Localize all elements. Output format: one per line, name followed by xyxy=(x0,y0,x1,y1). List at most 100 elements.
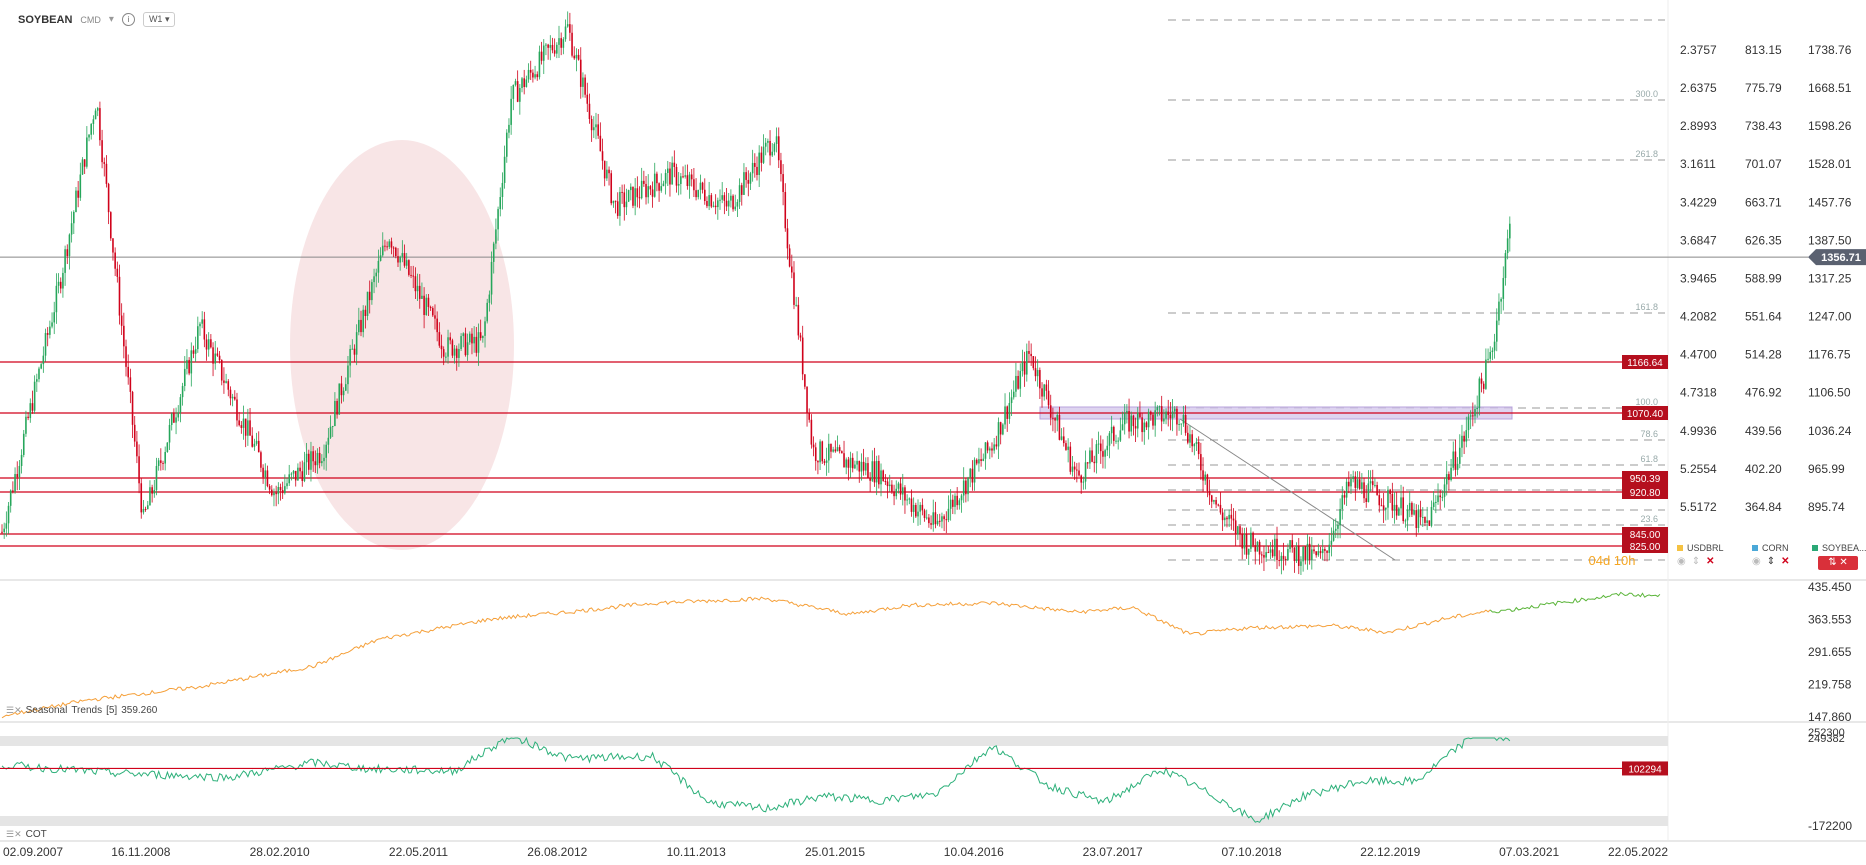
price-candle-body xyxy=(551,44,554,51)
menu-icon[interactable]: ☰✕ xyxy=(6,705,22,715)
price-candle-body xyxy=(1132,415,1135,427)
price-candle-body xyxy=(930,523,932,525)
price-candle-body xyxy=(1448,474,1450,481)
remove-series-button[interactable]: ⇅ ✕ xyxy=(1818,556,1858,570)
y-tick-label: 1106.50 xyxy=(1808,386,1851,400)
y-secondary-tick-label: 775.79 xyxy=(1745,81,1782,95)
fibonacci-level-label: 161.8 xyxy=(1635,302,1658,312)
legend-item-soybean[interactable]: SOYBEA... xyxy=(1812,543,1866,553)
price-candle-body xyxy=(965,480,967,495)
timeframe-label: W1 xyxy=(148,14,163,24)
price-candle-body xyxy=(1252,532,1254,546)
legend-label: CORN xyxy=(1762,543,1789,553)
price-candle-body xyxy=(33,381,36,411)
price-candle-body xyxy=(1343,495,1346,498)
price-candle-body xyxy=(312,451,314,462)
menu-icon[interactable]: ☰✕ xyxy=(6,829,22,839)
price-candle-body xyxy=(155,465,158,490)
legend-item-usdbrl[interactable]: USDBRL ◉ ⇕ ✕ xyxy=(1677,543,1724,567)
price-candle-body xyxy=(516,81,519,102)
sort-icon[interactable]: ⇕ xyxy=(1691,556,1701,567)
price-candle-body xyxy=(173,413,175,423)
legend-item-corn[interactable]: CORN ◉ ⇕ ✕ xyxy=(1752,543,1790,567)
price-candle-body xyxy=(703,189,706,201)
price-candle-body xyxy=(636,188,639,198)
price-candle-body xyxy=(1426,520,1428,523)
price-candle-body xyxy=(608,169,610,174)
horizontal-level-tag xyxy=(1622,539,1668,553)
price-candle-body xyxy=(1241,534,1243,549)
price-candle-body xyxy=(875,460,878,483)
eye-icon[interactable]: ◉ xyxy=(1677,556,1686,567)
price-candle-body xyxy=(294,470,297,481)
price-candle-body xyxy=(1263,554,1265,558)
price-candle-body xyxy=(804,374,806,387)
sort-icon[interactable]: ⇕ xyxy=(1766,556,1776,567)
price-candle-body xyxy=(1317,551,1320,556)
price-candle-body xyxy=(53,312,56,323)
close-icon[interactable]: ✕ xyxy=(1781,556,1790,567)
y-secondary-tick-label: 3.4229 xyxy=(1680,195,1717,209)
price-candle-body xyxy=(1045,384,1048,391)
price-candle-body xyxy=(203,319,206,340)
price-candle-body xyxy=(1232,518,1235,521)
price-candle-body xyxy=(505,132,508,157)
price-candle-body xyxy=(1200,454,1202,471)
price-candle-body xyxy=(834,449,837,452)
y-secondary-tick-label: 3.9465 xyxy=(1680,272,1717,286)
y-tick-label: 895.74 xyxy=(1808,500,1845,514)
horizontal-level-label: 950.39 xyxy=(1630,474,1661,485)
price-candle-body xyxy=(1382,505,1385,510)
price-candle-body xyxy=(1067,446,1069,450)
price-candle-body xyxy=(797,304,800,336)
close-icon[interactable]: ✕ xyxy=(1706,556,1715,567)
price-candle-body xyxy=(1178,423,1180,425)
price-candle-body xyxy=(73,211,75,224)
price-candle-body xyxy=(1108,433,1111,446)
price-candle-body xyxy=(442,349,445,357)
y-secondary-tick-label: 476.92 xyxy=(1745,386,1782,400)
price-candle-body xyxy=(277,486,280,495)
horizontal-level-tag xyxy=(1622,485,1668,499)
price-candle-body xyxy=(545,44,547,46)
timeframe-selector[interactable]: W1 ▾ xyxy=(142,12,176,27)
info-icon[interactable]: i xyxy=(121,13,135,26)
price-candle-body xyxy=(527,69,530,80)
trendline xyxy=(1179,418,1396,561)
price-candle-body xyxy=(1274,538,1276,557)
price-candle-body xyxy=(1321,548,1324,554)
cot-extreme-band xyxy=(0,736,1668,746)
price-candle-body xyxy=(1478,378,1481,408)
price-candle-body xyxy=(423,295,425,316)
price-candle-body xyxy=(59,281,62,289)
eye-icon[interactable]: ◉ xyxy=(1752,556,1761,567)
fibonacci-level-label: 61.8 xyxy=(1640,454,1658,464)
chevron-down-icon[interactable]: ▾ xyxy=(108,14,114,25)
price-candle-body xyxy=(1502,277,1505,299)
price-candle-body xyxy=(936,520,939,525)
price-candle-body xyxy=(197,326,199,350)
price-candle-body xyxy=(331,426,334,428)
price-candle-body xyxy=(1408,502,1411,510)
y-secondary-tick-label: 4.2082 xyxy=(1680,310,1717,324)
price-candle-body xyxy=(216,353,219,356)
symbol-name[interactable]: SOYBEAN xyxy=(18,13,73,26)
price-candle-body xyxy=(1302,546,1304,562)
price-candle-body xyxy=(1039,370,1041,389)
legend-label: USDBRL xyxy=(1687,543,1724,553)
price-candle-body xyxy=(614,200,617,202)
price-candle-body xyxy=(1004,406,1006,425)
price-candle-body xyxy=(70,223,73,235)
price-candle-body xyxy=(1223,517,1226,521)
price-candle-body xyxy=(562,39,565,48)
price-candle-body xyxy=(569,24,571,33)
price-candle-body xyxy=(136,441,138,457)
price-candle-body xyxy=(1450,467,1452,481)
price-candle-body xyxy=(897,483,900,489)
price-candle-body xyxy=(468,333,471,343)
price-candle-body xyxy=(999,422,1002,435)
price-candle-body xyxy=(1015,375,1017,392)
price-candle-body xyxy=(1291,540,1294,548)
price-candle-body xyxy=(253,443,256,447)
